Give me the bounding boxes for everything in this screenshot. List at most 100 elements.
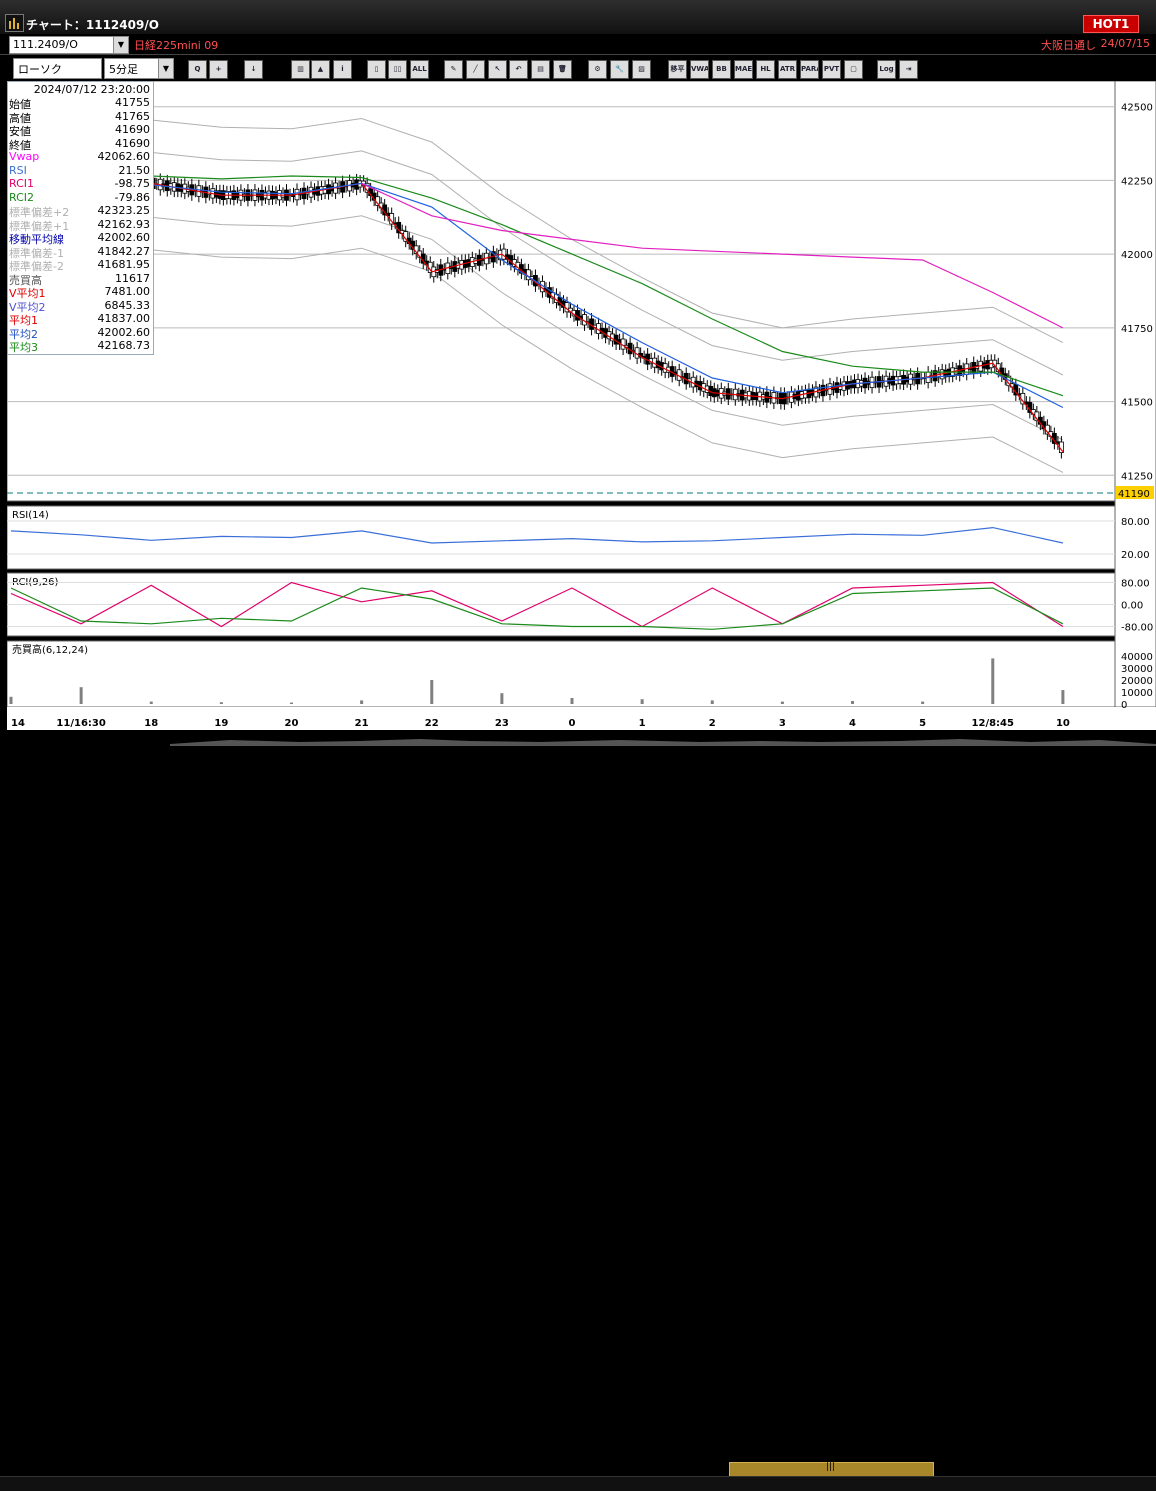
current-price-label: 41190 xyxy=(1118,489,1150,500)
rsi-tick: 80.00 xyxy=(1121,517,1150,528)
data-value: 41755 xyxy=(115,96,150,109)
data-label: 標準偏差+1 xyxy=(9,219,70,233)
price-tick: 42000 xyxy=(1121,250,1153,261)
indicator-icon[interactable]: PARA xyxy=(800,60,819,79)
rci-line-RCI2 xyxy=(10,587,1064,630)
volume-tick: 40000 xyxy=(1121,652,1153,663)
data-label: 移動平均線 xyxy=(9,233,64,246)
settings-icon[interactable]: ⚙ xyxy=(588,60,607,79)
volume-tick: 20000 xyxy=(1121,676,1153,687)
data-label: 高値 xyxy=(9,111,31,125)
price-tick: 42500 xyxy=(1121,103,1153,114)
time-tick: 12/8:45 xyxy=(972,718,1014,729)
indicator-icon[interactable]: VWAP xyxy=(690,60,709,79)
price-axis-panel xyxy=(1114,81,1156,708)
indicator-icon[interactable]: 移平 xyxy=(668,60,687,79)
toolbar: ローソク 5分足 ▼ Q+↓▥▲i▯▯▯ALL✎╱↖↶▤🗑⚙🔧▨移平VWAPBB… xyxy=(0,54,1156,81)
data-row: 始値 41755 xyxy=(8,96,153,111)
time-tick: 2 xyxy=(709,718,716,729)
series-line-平均3 xyxy=(11,175,1064,397)
price-tick: 41250 xyxy=(1121,471,1153,482)
interval-select[interactable]: 5分足 ▼ xyxy=(104,58,174,79)
data-row: 安値 41690 xyxy=(8,123,153,138)
pointer-icon[interactable]: ↖ xyxy=(488,60,507,79)
indicator-icon[interactable]: BB xyxy=(712,60,731,79)
data-datetime: 2024/07/12 23:20:00 xyxy=(33,83,150,96)
color-icon[interactable]: ▨ xyxy=(632,60,651,79)
time-tick: 1 xyxy=(639,718,646,729)
volume-bar xyxy=(500,693,504,704)
wrench-icon[interactable]: 🔧 xyxy=(610,60,629,79)
data-row: 平均1 41837.00 xyxy=(8,312,153,327)
symbol-bar: 111.2409/O ▼ 日経225mini 09 大阪日通し 24/07/15 xyxy=(0,34,1156,54)
hot-button[interactable]: HOT1 xyxy=(1083,15,1139,33)
data-value: 7481.00 xyxy=(104,285,151,298)
zoom-icon[interactable]: Q xyxy=(188,60,207,79)
chevron-down-icon[interactable]: ▼ xyxy=(158,59,173,78)
volume-bar xyxy=(360,700,364,704)
data-row: 標準偏差+1 42162.93 xyxy=(8,218,153,233)
band-upper-2 xyxy=(10,109,1064,344)
trash-icon[interactable]: 🗑 xyxy=(553,60,572,79)
data-label: 標準偏差-2 xyxy=(9,260,64,273)
data-label: 平均2 xyxy=(9,327,38,341)
data-row: V平均1 7481.00 xyxy=(8,285,153,300)
candle-up-icon[interactable]: ▲ xyxy=(311,60,330,79)
copy-icon[interactable]: ▤ xyxy=(531,60,550,79)
candles-icon[interactable]: ▯▯ xyxy=(388,60,407,79)
log-icon[interactable]: Log xyxy=(877,60,896,79)
chevron-down-icon[interactable]: ▼ xyxy=(113,37,128,53)
indicator-icon[interactable]: HL xyxy=(756,60,775,79)
data-value: 41842.27 xyxy=(97,244,151,258)
chart-app-icon xyxy=(5,14,24,32)
symbol-combo[interactable]: 111.2409/O ▼ xyxy=(9,36,129,54)
pencil-icon[interactable]: ✎ xyxy=(444,60,463,79)
chart-area[interactable]: 42500422504200041750415004125041190RSI(1… xyxy=(7,81,1156,737)
time-tick: 14 xyxy=(11,718,25,729)
price-tick: 41750 xyxy=(1121,324,1153,335)
rci-tick: 0.00 xyxy=(1121,601,1143,612)
time-tick: 22 xyxy=(425,718,439,729)
all-icon[interactable]: ALL xyxy=(410,60,429,79)
data-label: 始値 xyxy=(9,98,31,111)
time-tick: 5 xyxy=(919,718,926,729)
data-label: RCI1 xyxy=(9,177,35,190)
data-label: 平均3 xyxy=(9,341,38,354)
band-lower-1 xyxy=(10,206,1064,441)
data-row: 標準偏差-2 41681.95 xyxy=(8,258,153,273)
line-icon[interactable]: ╱ xyxy=(466,60,485,79)
data-value: 11617 xyxy=(115,271,150,285)
time-tick: 23 xyxy=(495,718,509,729)
undo-icon[interactable]: ↶ xyxy=(509,60,528,79)
data-value: 6845.33 xyxy=(104,298,151,312)
data-label: 標準偏差-1 xyxy=(9,246,64,260)
data-value: 42002.60 xyxy=(97,231,151,244)
volume-bar xyxy=(149,701,153,704)
data-label: RSI xyxy=(9,163,27,177)
data-row: 売買高 11617 xyxy=(8,271,153,287)
data-value: 21.50 xyxy=(118,163,151,177)
arrow-down-icon[interactable]: ↓ xyxy=(244,60,263,79)
price-tick: 42250 xyxy=(1121,176,1153,187)
time-tick: 21 xyxy=(355,718,369,729)
volume-bar xyxy=(851,701,855,704)
navigator: ||| xyxy=(0,730,1156,1491)
rci-tick: 80.00 xyxy=(1121,579,1150,590)
volume-bar xyxy=(1061,690,1065,704)
indicator-icon[interactable]: ATR xyxy=(778,60,797,79)
bar-chart-icon[interactable]: ▥ xyxy=(291,60,310,79)
date-label: 24/07/15 xyxy=(1100,37,1150,50)
chart-type-select[interactable]: ローソク xyxy=(13,58,102,79)
indicator-icon[interactable]: PVT xyxy=(822,60,841,79)
data-row: 平均3 42168.73 xyxy=(8,339,153,354)
time-tick: 11/16:30 xyxy=(56,718,105,729)
data-row: 平均2 42002.60 xyxy=(8,326,153,341)
candle-icon[interactable]: ▯ xyxy=(367,60,386,79)
exit-icon[interactable]: ⇥ xyxy=(899,60,918,79)
window-icon[interactable]: ▢ xyxy=(844,60,863,79)
indicator-icon[interactable]: MAE xyxy=(734,60,753,79)
crosshair-icon[interactable]: + xyxy=(209,60,228,79)
data-row: RSI 21.50 xyxy=(8,164,153,177)
info-icon[interactable]: i xyxy=(333,60,352,79)
volume-tick: 30000 xyxy=(1121,664,1153,675)
